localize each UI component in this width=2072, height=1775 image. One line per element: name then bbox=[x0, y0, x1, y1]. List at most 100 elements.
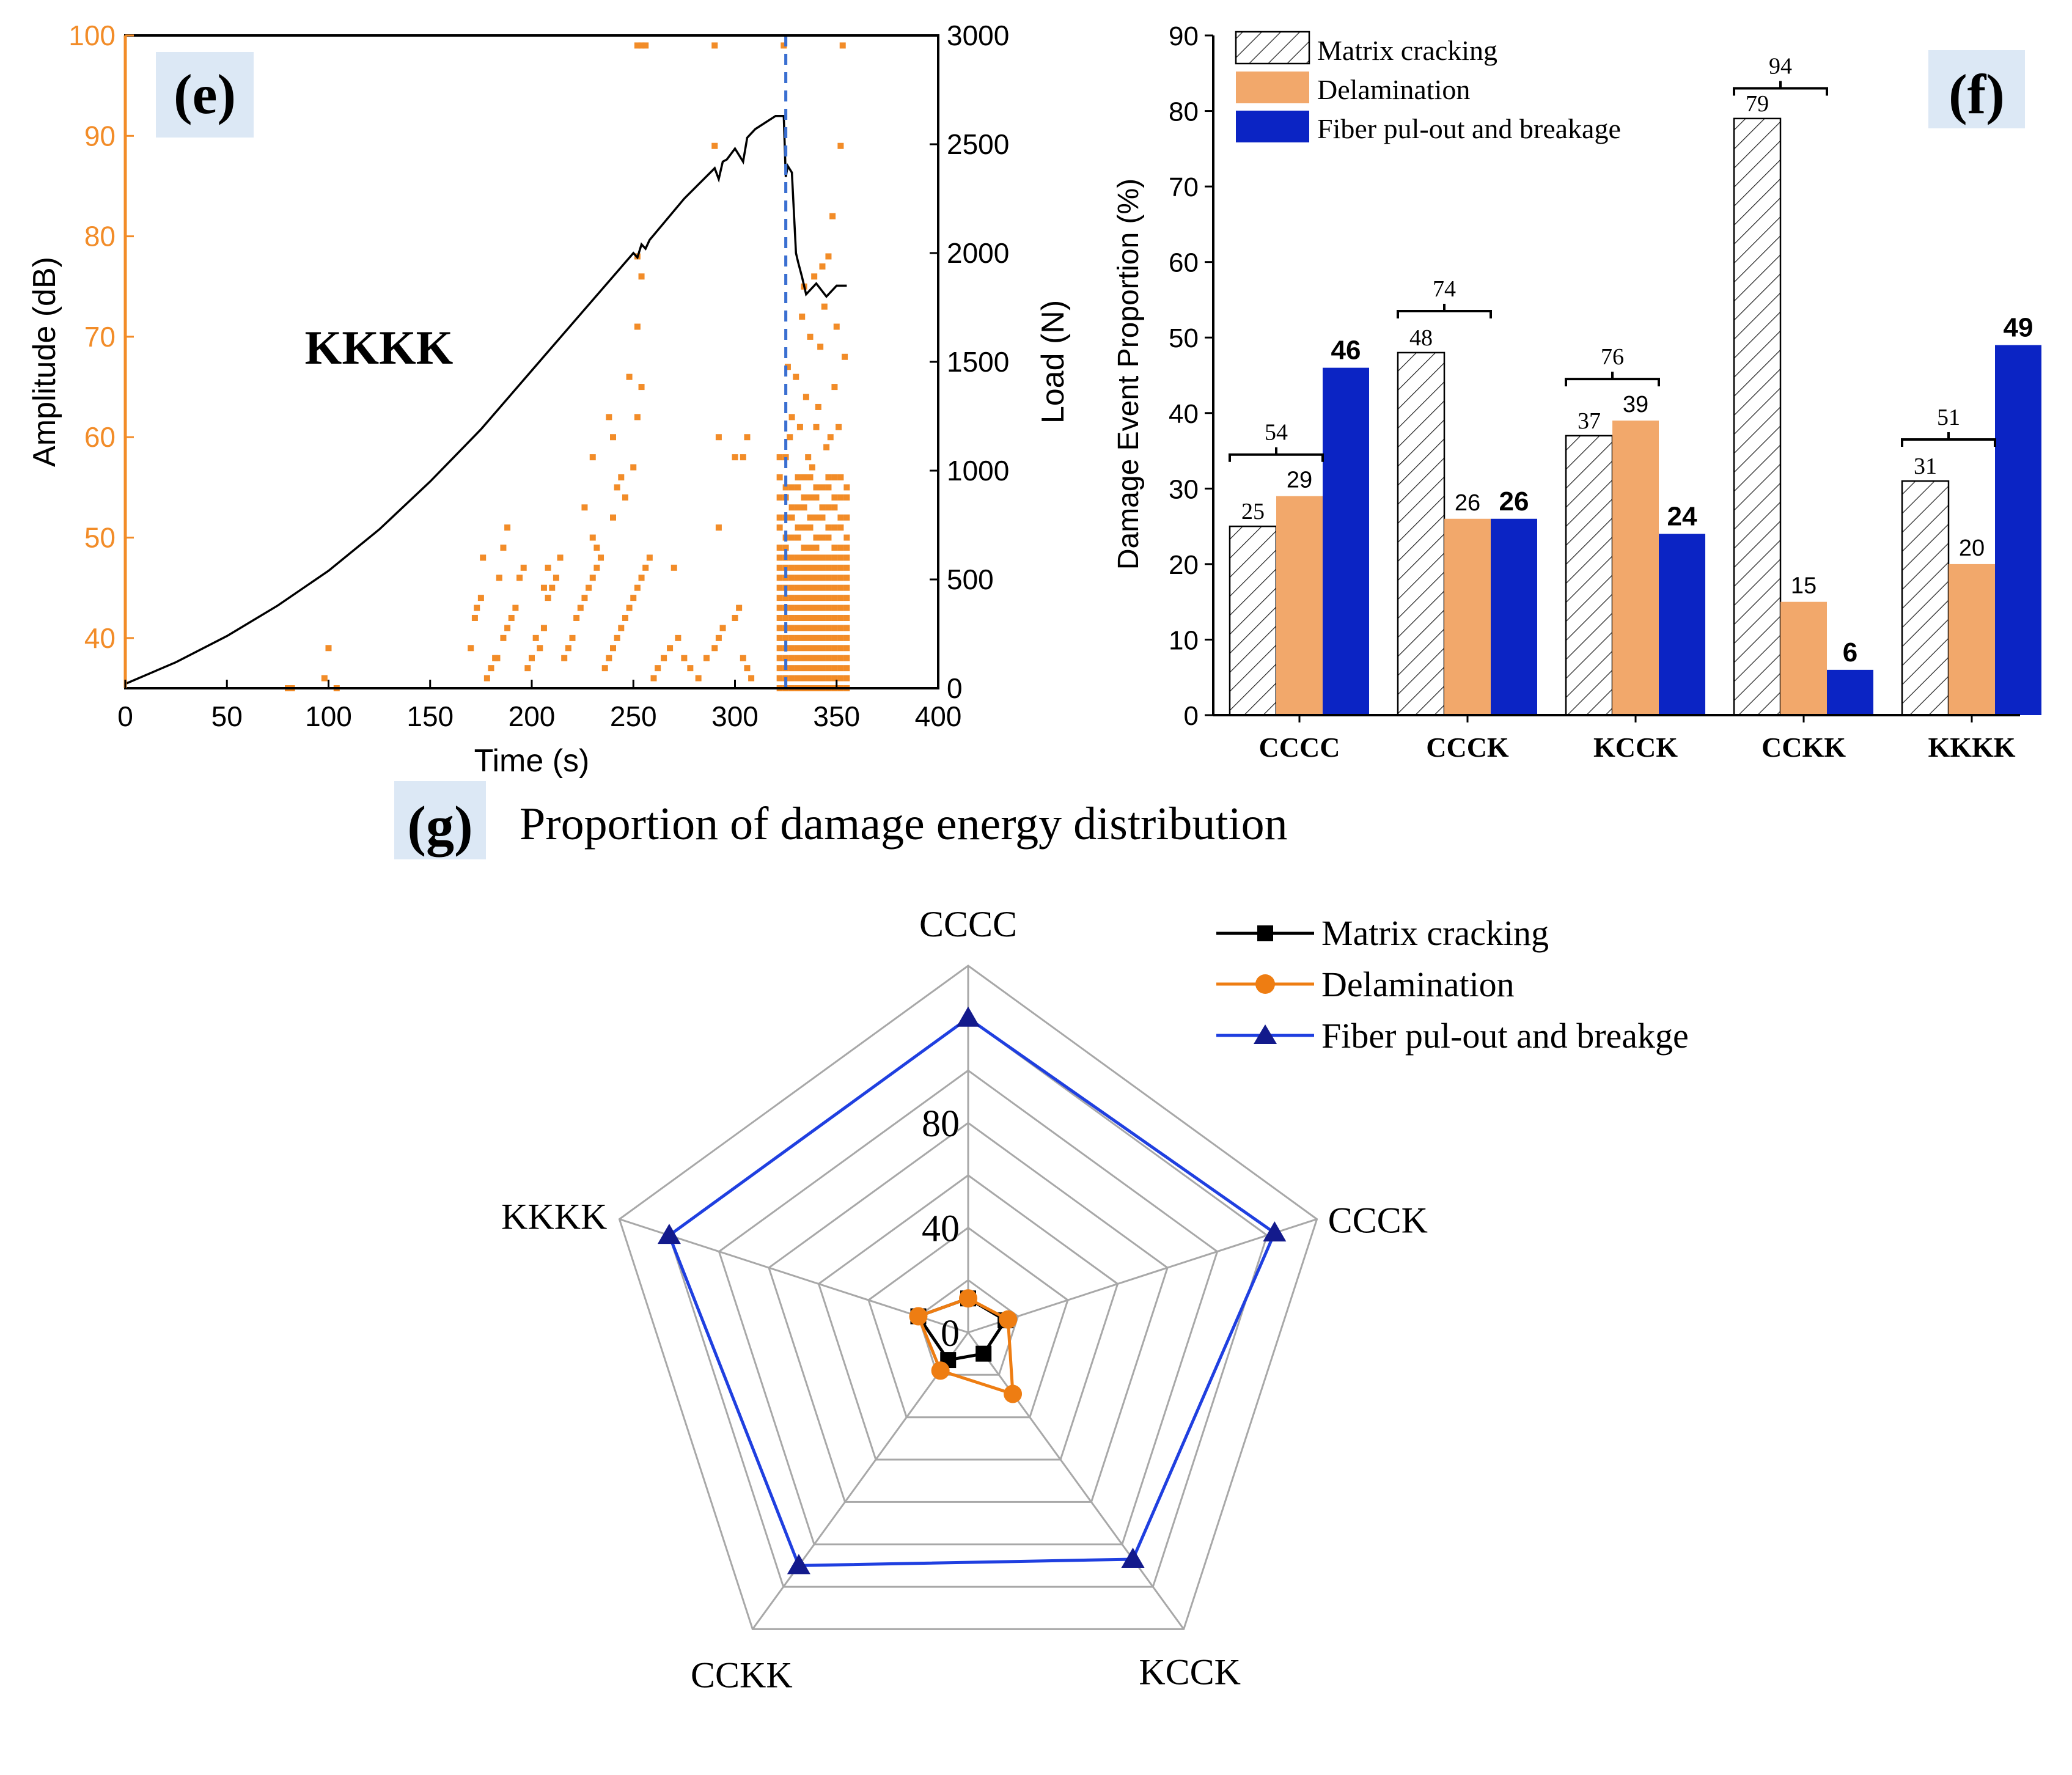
amplitude-point bbox=[520, 564, 527, 571]
amplitude-point bbox=[795, 504, 801, 511]
bar-KKKK-2 bbox=[1995, 345, 2041, 715]
panel-f-label: (f) bbox=[1949, 63, 2005, 125]
amplitude-point bbox=[809, 464, 815, 471]
amplitude-point bbox=[788, 584, 795, 591]
amplitude-point bbox=[740, 655, 746, 661]
amplitude-point bbox=[795, 634, 801, 641]
amplitude-point bbox=[807, 474, 814, 480]
amplitude-point bbox=[819, 514, 826, 521]
amplitude-point bbox=[744, 434, 751, 441]
amplitude-point bbox=[831, 474, 838, 480]
amplitude-point bbox=[813, 514, 820, 521]
amplitude-point bbox=[512, 605, 519, 611]
amplitude-point bbox=[695, 675, 702, 682]
amplitude-point bbox=[831, 504, 838, 511]
legend-triangle-marker bbox=[1254, 1024, 1277, 1044]
time-axis-label: Time (s) bbox=[474, 743, 590, 779]
panel-f-label-background bbox=[1928, 50, 2025, 128]
radar-axis-label: KCCK bbox=[1139, 1652, 1241, 1692]
radar-marker-triangle bbox=[787, 1554, 810, 1575]
amplitude-point bbox=[524, 665, 531, 672]
amplitude-point bbox=[634, 42, 641, 49]
amplitude-point bbox=[813, 544, 820, 551]
amplitude-point bbox=[807, 675, 814, 682]
legend-label-matrix-cracking: Matrix cracking bbox=[1317, 35, 1497, 66]
radar-value-ticks: 0 40 80 bbox=[922, 1103, 960, 1354]
amplitude-point bbox=[801, 625, 807, 631]
amplitude-point bbox=[795, 645, 801, 652]
amplitude-point bbox=[833, 323, 840, 330]
amplitude-point bbox=[819, 484, 826, 491]
proportion-tick-label: 40 bbox=[1169, 399, 1199, 429]
amplitude-point bbox=[557, 554, 564, 561]
time-tick-label: 400 bbox=[915, 700, 962, 732]
amplitude-point bbox=[836, 424, 842, 430]
panel-f-bar-chart: 54 74 76 94 51 25 29 46 48 26 26 37 39 24 79 15 6 31 20 49… bbox=[1112, 21, 2041, 763]
amplitude-point bbox=[801, 634, 807, 641]
panel-g-radar-chart: (g) Proportion of damage energy distribu… bbox=[394, 781, 1689, 1695]
amplitude-point bbox=[661, 655, 667, 661]
bar-value-label: 37 bbox=[1578, 408, 1601, 434]
amplitude-point bbox=[807, 524, 814, 531]
amplitude-point bbox=[589, 534, 596, 541]
amplitude-point bbox=[687, 665, 694, 672]
amplitude-point bbox=[540, 625, 547, 631]
amplitude-point bbox=[807, 614, 814, 621]
panel-g-title: Proportion of damage energy distribution bbox=[520, 798, 1288, 850]
radar-spoke bbox=[752, 1332, 969, 1630]
panel-f-legend: Matrix cracking Delamination Fiber pul-o… bbox=[1235, 31, 1621, 144]
load-tick-label: 1500 bbox=[947, 346, 1009, 378]
amplitude-point bbox=[831, 524, 838, 531]
amplitude-tick-label: 90 bbox=[84, 120, 116, 152]
amplitude-point bbox=[815, 403, 821, 410]
amplitude-point bbox=[630, 464, 637, 471]
amplitude-point bbox=[601, 665, 608, 672]
amplitude-point bbox=[825, 614, 832, 621]
radar-axis-label: KKKK bbox=[501, 1197, 607, 1237]
amplitude-point bbox=[581, 504, 588, 511]
amplitude-point bbox=[801, 614, 807, 621]
amplitude-point bbox=[825, 605, 832, 611]
amplitude-point bbox=[831, 544, 838, 551]
amplitude-point bbox=[788, 414, 795, 421]
amplitude-point bbox=[719, 625, 726, 631]
sum-bracket bbox=[1397, 309, 1492, 318]
radar-marker-circle bbox=[959, 1289, 977, 1308]
amplitude-point bbox=[801, 575, 807, 581]
amplitude-point bbox=[831, 625, 838, 631]
amplitude-point bbox=[807, 645, 814, 652]
amplitude-point bbox=[837, 675, 844, 682]
amplitude-point bbox=[807, 655, 814, 661]
sum-bracket-label: 94 bbox=[1769, 53, 1792, 79]
sum-bracket-label: 51 bbox=[1937, 405, 1960, 430]
amplitude-point bbox=[788, 534, 795, 541]
amplitude-point bbox=[776, 514, 783, 521]
amplitude-point bbox=[736, 605, 743, 611]
amplitude-point bbox=[843, 554, 850, 561]
amplitude-tick-label: 70 bbox=[84, 321, 116, 353]
load-tick-label: 3000 bbox=[947, 20, 1009, 51]
amplitude-point bbox=[825, 675, 832, 682]
legend-label-fiber: Fiber pul-out and breakage bbox=[1317, 113, 1621, 144]
bar-value-label: 6 bbox=[1843, 638, 1857, 667]
amplitude-point bbox=[532, 634, 539, 641]
amplitude-point bbox=[837, 564, 844, 571]
amplitude-point bbox=[787, 434, 793, 441]
amplitude-point bbox=[843, 675, 850, 682]
amplitude-point bbox=[622, 614, 628, 621]
amplitude-point bbox=[795, 564, 801, 571]
bar-value-label: 25 bbox=[1241, 499, 1265, 524]
time-tick-label: 100 bbox=[305, 700, 352, 732]
amplitude-point bbox=[537, 645, 543, 652]
amplitude-point bbox=[586, 584, 592, 591]
amplitude-point bbox=[788, 484, 795, 491]
amplitude-point bbox=[549, 584, 556, 591]
amplitude-point bbox=[504, 524, 511, 531]
bar-value-label: 46 bbox=[1331, 336, 1361, 366]
bar-KCCK-2 bbox=[1659, 534, 1705, 715]
proportion-tick-label: 70 bbox=[1169, 172, 1199, 202]
amplitude-point bbox=[842, 353, 848, 360]
radar-ring bbox=[817, 1174, 1119, 1461]
amplitude-point bbox=[807, 554, 814, 561]
